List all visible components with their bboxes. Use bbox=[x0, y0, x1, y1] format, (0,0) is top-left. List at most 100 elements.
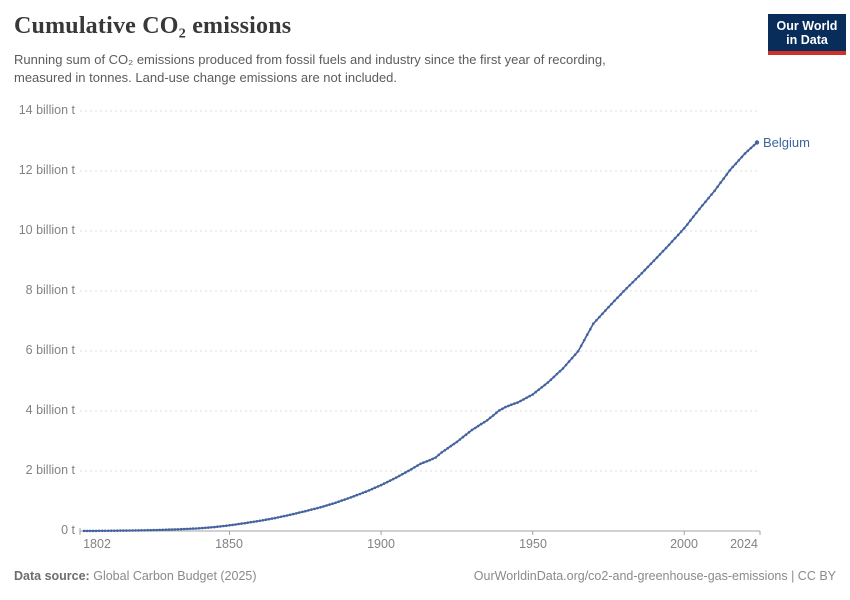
data-point bbox=[152, 528, 155, 532]
data-point bbox=[613, 299, 616, 303]
data-point bbox=[307, 509, 310, 512]
subtitle-line-1: Running sum of CO₂ emissions produced fr… bbox=[14, 52, 606, 67]
data-point bbox=[94, 529, 98, 533]
data-point bbox=[276, 516, 280, 519]
data-point bbox=[740, 155, 744, 159]
data-point bbox=[585, 333, 589, 337]
data-point bbox=[658, 253, 662, 256]
data-point bbox=[197, 527, 201, 530]
footer-link[interactable]: OurWorldinData.org/co2-and-greenhouse-ga… bbox=[473, 569, 836, 583]
data-point bbox=[570, 356, 574, 360]
data-point bbox=[655, 256, 659, 259]
data-point bbox=[149, 528, 152, 532]
data-point bbox=[534, 390, 537, 394]
data-point bbox=[146, 528, 149, 532]
data-point bbox=[567, 360, 571, 363]
data-point bbox=[676, 233, 680, 237]
data-point bbox=[213, 525, 216, 529]
data-point bbox=[373, 486, 377, 490]
series-line-belgium[interactable] bbox=[84, 141, 758, 532]
data-point bbox=[722, 177, 725, 180]
data-point bbox=[407, 469, 410, 473]
data-point bbox=[413, 466, 416, 469]
data-point bbox=[207, 526, 210, 529]
data-point bbox=[576, 350, 580, 353]
data-point bbox=[461, 435, 465, 439]
data-point bbox=[637, 275, 641, 278]
data-point bbox=[501, 407, 504, 411]
data-point bbox=[346, 497, 350, 500]
data-point bbox=[622, 290, 625, 293]
data-point bbox=[134, 529, 137, 532]
data-point bbox=[537, 388, 540, 392]
data-point bbox=[667, 243, 671, 247]
chart-subtitle: Running sum of CO₂ emissions produced fr… bbox=[14, 51, 606, 88]
data-point bbox=[725, 173, 728, 176]
logo-text-line1: Our World bbox=[776, 19, 838, 33]
data-point bbox=[140, 529, 143, 532]
data-point bbox=[370, 487, 374, 491]
data-point bbox=[128, 529, 131, 532]
data-point bbox=[522, 398, 525, 401]
data-point bbox=[343, 498, 347, 501]
data-point bbox=[731, 165, 734, 169]
data-point bbox=[419, 462, 422, 466]
data-point bbox=[531, 393, 534, 396]
y-tick-label-10: 10 billion t bbox=[18, 223, 75, 237]
data-point bbox=[107, 529, 110, 533]
data-point bbox=[316, 506, 319, 510]
data-point bbox=[249, 520, 252, 524]
data-point bbox=[528, 394, 531, 398]
y-tick-label-8: 8 billion t bbox=[25, 283, 75, 297]
data-point bbox=[601, 312, 604, 316]
series-belgium[interactable]: Belgium bbox=[82, 135, 810, 533]
series-label-belgium[interactable]: Belgium bbox=[763, 135, 810, 150]
data-point bbox=[182, 527, 186, 531]
data-point bbox=[564, 363, 568, 367]
data-point bbox=[137, 529, 140, 532]
data-point bbox=[297, 511, 301, 514]
data-point bbox=[610, 302, 613, 306]
data-point bbox=[282, 514, 286, 518]
data-point bbox=[540, 386, 544, 389]
data-point bbox=[661, 249, 665, 253]
data-point bbox=[103, 529, 107, 533]
data-point bbox=[543, 383, 547, 387]
data-point bbox=[434, 456, 438, 459]
data-point bbox=[695, 211, 698, 215]
data-point bbox=[200, 526, 204, 530]
data-point bbox=[525, 396, 528, 400]
owid-logo[interactable]: Our World in Data bbox=[768, 14, 846, 55]
data-point bbox=[707, 196, 710, 200]
data-point bbox=[216, 525, 219, 528]
data-point bbox=[616, 296, 619, 300]
data-point bbox=[261, 519, 265, 522]
data-point bbox=[482, 420, 486, 424]
data-point bbox=[110, 529, 113, 532]
data-point bbox=[519, 399, 522, 403]
data-point bbox=[170, 528, 174, 531]
data-point bbox=[361, 491, 365, 495]
data-point bbox=[546, 381, 550, 384]
data-point bbox=[734, 162, 738, 165]
data-point bbox=[689, 219, 692, 222]
data-point bbox=[194, 527, 198, 530]
x-tick-label-1850: 1850 bbox=[215, 537, 243, 551]
data-point bbox=[100, 529, 104, 533]
data-point bbox=[692, 215, 695, 219]
data-point bbox=[191, 527, 195, 530]
y-tick-label-6: 6 billion t bbox=[25, 343, 75, 357]
data-point bbox=[619, 293, 622, 296]
data-point bbox=[119, 529, 122, 532]
data-point bbox=[91, 529, 95, 533]
data-point bbox=[188, 527, 192, 531]
data-point bbox=[131, 529, 134, 532]
data-point bbox=[431, 457, 434, 461]
data-point bbox=[437, 453, 441, 457]
data-point bbox=[507, 404, 510, 408]
data-point bbox=[592, 322, 595, 326]
data-point bbox=[185, 527, 189, 531]
data-point bbox=[358, 492, 362, 496]
data-point bbox=[219, 525, 222, 528]
